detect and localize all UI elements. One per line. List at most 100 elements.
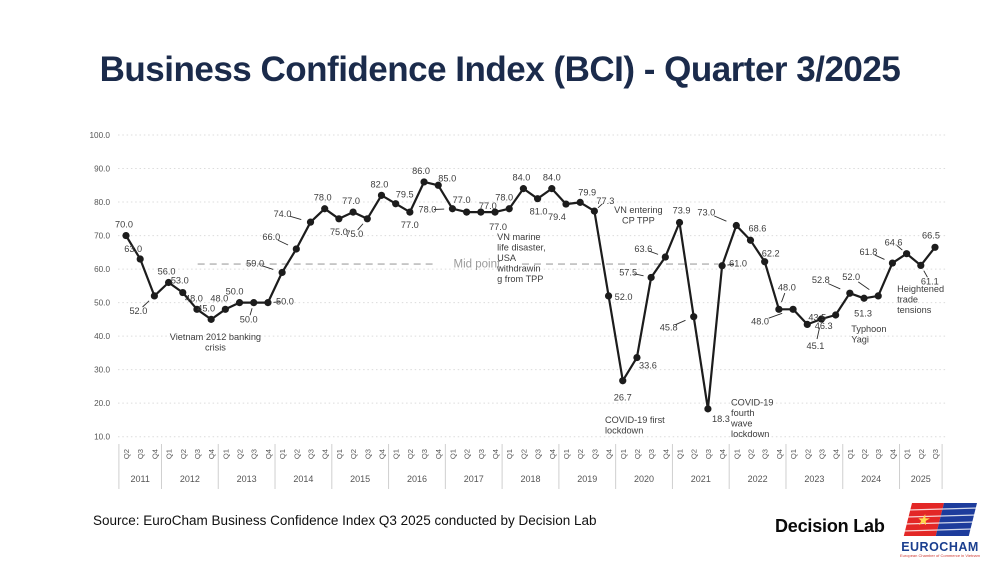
- data-point-label: 52.0: [615, 292, 633, 302]
- data-point: [264, 299, 272, 307]
- x-tick-quarter: Q3: [477, 449, 486, 459]
- x-tick-quarter: Q2: [236, 449, 245, 459]
- gridlines: 100.0 90.0 80.0 70.0 60.0 50.0 40.0 30.0 20.0 10.…: [90, 131, 946, 441]
- data-point-label: 64.6: [885, 238, 903, 248]
- x-tick-quarter: Q3: [931, 449, 940, 459]
- x-tick-quarter: Q4: [548, 449, 557, 459]
- data-point: [590, 207, 598, 215]
- data-point-label: 50.0: [276, 297, 294, 307]
- data-point: [505, 205, 513, 213]
- data-point-label: 45.1: [807, 341, 825, 351]
- data-point: [548, 185, 556, 193]
- data-point: [817, 315, 826, 323]
- x-tick-quarter: Q3: [761, 449, 770, 459]
- y-tick-label: 100.0: [90, 131, 111, 140]
- annotation-line: lockdown: [605, 425, 643, 435]
- data-point: [675, 218, 684, 227]
- data-labels: 70.063.052.056.053.048.045.048.050.050.0…: [115, 166, 940, 424]
- x-year-label: 2023: [804, 474, 824, 484]
- data-point-label: 79.4: [548, 212, 566, 222]
- data-point: [377, 191, 386, 199]
- data-point-label: 48.0: [778, 282, 796, 292]
- data-point: [846, 289, 854, 297]
- data-point-label: 52.0: [129, 306, 147, 316]
- x-year-label: 2021: [691, 474, 711, 484]
- data-point: [207, 315, 215, 323]
- data-point-label: 43.5: [808, 312, 826, 322]
- data-point: [122, 231, 130, 240]
- x-tick-quarter: Q3: [420, 449, 429, 459]
- point-markers: [122, 178, 939, 413]
- annotation-line: Yagi: [851, 334, 869, 344]
- data-point-label: 79.9: [578, 187, 596, 197]
- x-tick-quarter: Q1: [278, 449, 287, 459]
- midpoint-label: Mid point: [454, 259, 501, 271]
- x-year-label: 2011: [131, 474, 150, 484]
- annotation-line: VN entering: [614, 205, 663, 215]
- y-tick-label: 40.0: [94, 332, 110, 341]
- x-tick-quarter: Q3: [534, 449, 543, 459]
- eurocham-flag-icon: ★: [902, 503, 978, 536]
- data-point-label: 50.0: [240, 315, 258, 325]
- data-point-label: 66.5: [922, 230, 940, 240]
- x-tick-quarter: Q1: [732, 449, 741, 459]
- data-point: [874, 292, 882, 300]
- data-point: [633, 353, 641, 362]
- y-tick-label: 30.0: [94, 365, 110, 374]
- data-point-label: 57.5: [619, 267, 637, 277]
- x-year-label: 2024: [861, 474, 881, 484]
- data-point: [434, 181, 442, 189]
- x-year-label: 2015: [350, 474, 370, 484]
- x-tick-quarter: Q3: [817, 449, 826, 459]
- x-tick-quarter: Q1: [903, 449, 912, 459]
- midpoint-line: Mid point: [197, 259, 719, 271]
- x-tick-quarter: Q4: [434, 449, 443, 459]
- data-point-label: 45.0: [197, 303, 215, 313]
- data-point-label: 33.6: [639, 361, 657, 371]
- bci-series-line: [124, 180, 937, 410]
- annotation-line: g from TPP: [497, 274, 543, 284]
- x-tick-quarter: Q4: [661, 449, 670, 459]
- x-tick-quarter: Q2: [519, 449, 528, 459]
- data-point: [292, 245, 300, 253]
- data-point-label: 48.0: [210, 293, 228, 303]
- data-point-label: 50.0: [226, 287, 244, 297]
- data-point: [406, 208, 414, 216]
- x-tick-quarter: Q2: [690, 449, 699, 459]
- x-tick-quarter: Q4: [491, 449, 500, 459]
- data-point-label: 61.0: [729, 259, 747, 269]
- data-point: [250, 299, 258, 307]
- y-tick-label: 80.0: [94, 198, 110, 207]
- annotation-line: fourth: [731, 408, 755, 418]
- x-tick-quarter: Q3: [874, 449, 883, 459]
- x-axis: Q2 Q3 Q4 2011 Q1 Q2 Q3 Q4 2012 Q1 Q2 Q3 Q4 2013 Q1 Q2 Q3…: [118, 444, 943, 489]
- x-year-label: 2017: [464, 474, 484, 484]
- data-point: [562, 200, 570, 208]
- x-tick-quarter: Q3: [590, 449, 599, 459]
- data-point: [803, 320, 811, 328]
- data-point: [306, 218, 315, 226]
- x-tick-quarter: Q4: [377, 449, 386, 459]
- x-tick-quarter: Q3: [307, 449, 316, 459]
- data-point: [718, 262, 726, 270]
- data-point: [690, 313, 698, 321]
- data-point-label: 18.3: [712, 414, 730, 424]
- data-point-label: 63.0: [124, 244, 142, 254]
- x-tick-quarter: Q3: [250, 449, 259, 459]
- data-point: [860, 294, 868, 302]
- data-point-label: 66.0: [262, 232, 280, 242]
- data-point-label: 62.2: [762, 249, 780, 259]
- data-point-label: 56.0: [158, 266, 176, 276]
- decision-lab-wordmark: Decision Lab: [775, 516, 885, 536]
- annotation-line: COVID-19: [731, 398, 773, 408]
- x-tick-quarter: Q4: [832, 449, 841, 459]
- data-point: [931, 243, 939, 251]
- data-point: [193, 305, 201, 313]
- eurocham-tagline: European Chamber of Commerce in Vietnam: [900, 553, 981, 558]
- x-tick-quarter: Q4: [775, 449, 784, 459]
- x-tick-quarter: Q1: [789, 449, 798, 459]
- annotation-line: lockdown: [731, 429, 769, 439]
- data-point-label: 78.0: [495, 193, 513, 203]
